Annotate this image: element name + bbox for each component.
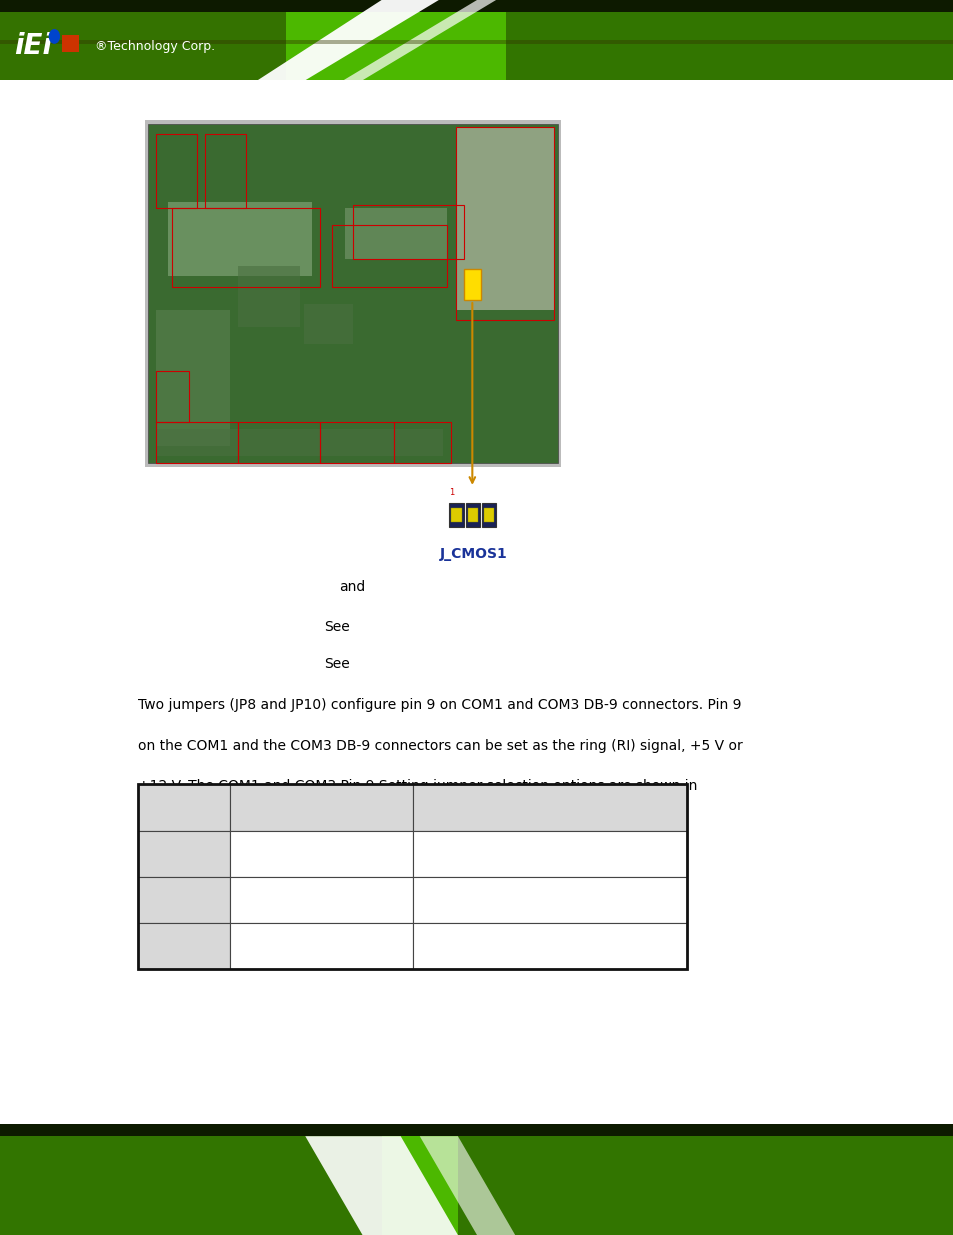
Polygon shape [419,1136,515,1235]
Bar [0,12,286,80]
Circle shape [49,28,60,43]
Bar [303,304,353,345]
Text: +12 V. The COM1 and COM3 Pin 9 Setting jumper selection options are shown in: +12 V. The COM1 and COM3 Pin 9 Setting j… [138,779,697,793]
Polygon shape [343,0,496,80]
Bar [238,267,299,327]
Bar [230,924,412,969]
Bar [138,877,230,924]
Bar [138,924,230,969]
Bar [0,12,953,80]
Bar [238,422,320,463]
Bar [412,924,686,969]
Bar [456,127,554,320]
Bar [168,201,312,277]
Bar [412,784,686,830]
Bar [467,508,477,522]
Bar [205,133,246,209]
Text: and: and [338,580,365,594]
Bar [0,0,953,12]
Bar [451,508,461,522]
Polygon shape [305,1136,457,1235]
Bar [394,422,451,463]
Bar [505,12,953,80]
Bar [138,831,230,877]
Bar [156,133,197,209]
Bar [156,430,443,457]
Bar [412,831,686,877]
Text: Two jumpers (JP8 and JP10) configure pin 9 on COM1 and COM3 DB-9 connectors. Pin: Two jumpers (JP8 and JP10) configure pin… [138,698,741,711]
Bar [456,127,554,310]
Bar [465,503,479,527]
Bar [0,41,953,44]
Bar [230,877,412,924]
Bar [230,784,412,830]
Bar [138,784,230,830]
Text: ®Technology Corp.: ®Technology Corp. [95,40,215,53]
Bar [333,226,447,287]
Bar [457,1136,953,1235]
Bar [463,269,480,300]
Bar [62,36,79,52]
Polygon shape [257,0,438,80]
Bar [156,310,230,446]
Bar [148,124,558,463]
Bar [172,209,320,287]
Text: See: See [324,620,350,634]
Text: iEi: iEi [14,32,52,61]
Bar [449,503,463,527]
Bar [344,209,447,259]
Text: See: See [324,657,350,671]
Bar [0,1124,953,1136]
Bar [156,422,238,463]
Text: .: . [172,826,176,840]
Bar [0,1124,953,1235]
Text: 1: 1 [449,488,455,498]
Bar [481,503,496,527]
Bar [156,372,189,422]
Bar [412,877,686,924]
Bar [0,1136,381,1235]
Bar [483,508,494,522]
Bar [230,831,412,877]
Bar [320,422,394,463]
Text: J_CMOS1: J_CMOS1 [439,547,507,561]
Bar [353,205,463,259]
Text: on the COM1 and the COM3 DB-9 connectors can be set as the ring (RI) signal, +5 : on the COM1 and the COM3 DB-9 connectors… [138,739,742,752]
Bar [138,784,686,969]
Bar [145,120,560,467]
